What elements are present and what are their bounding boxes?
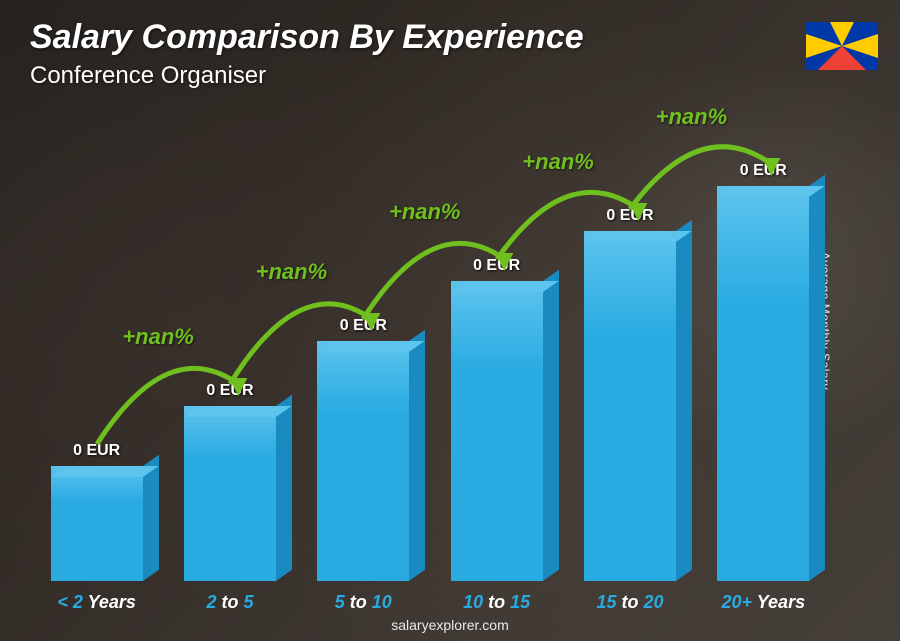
- bar-side: [543, 270, 559, 581]
- bar-top: [584, 231, 692, 242]
- category-label: 15 to 20: [560, 592, 700, 613]
- bar: [717, 186, 809, 581]
- footer-credit: salaryexplorer.com: [0, 617, 900, 633]
- chart-subtitle: Conference Organiser: [30, 62, 266, 90]
- bar-group: 0 EUR20+ Years: [697, 110, 830, 581]
- bar-value-label: 0 EUR: [340, 317, 387, 335]
- delta-label: +nan%: [389, 199, 461, 225]
- bar: [317, 341, 409, 581]
- category-label: 2 to 5: [160, 592, 300, 613]
- bar-side: [409, 330, 425, 581]
- bar-top: [184, 406, 292, 417]
- bar-face: [584, 231, 676, 581]
- bar: [584, 231, 676, 581]
- bar-value-label: 0 EUR: [606, 207, 653, 225]
- bar-group: 0 EUR15 to 20: [563, 110, 696, 581]
- flag-icon: [806, 22, 878, 70]
- delta-label: +nan%: [522, 149, 594, 175]
- bar-side: [809, 175, 825, 581]
- bar-value-label: 0 EUR: [740, 162, 787, 180]
- bar-side: [676, 220, 692, 581]
- bar-top: [51, 466, 159, 477]
- category-label: 20+ Years: [693, 592, 833, 613]
- chart-container: Salary Comparison By Experience Conferen…: [0, 0, 900, 641]
- delta-label: +nan%: [656, 104, 728, 130]
- bar-side: [276, 395, 292, 581]
- bar-group: 0 EUR10 to 15: [430, 110, 563, 581]
- bar-value-label: 0 EUR: [73, 442, 120, 460]
- bar-value-label: 0 EUR: [473, 257, 520, 275]
- bar: [451, 281, 543, 581]
- bar-face: [717, 186, 809, 581]
- category-label: < 2 Years: [27, 592, 167, 613]
- bar-value-label: 0 EUR: [206, 382, 253, 400]
- bar-face: [51, 466, 143, 581]
- bar-top: [317, 341, 425, 352]
- bar-face: [184, 406, 276, 581]
- category-label: 5 to 10: [293, 592, 433, 613]
- bar-face: [317, 341, 409, 581]
- bar: [51, 466, 143, 581]
- bar-face: [451, 281, 543, 581]
- bar-top: [717, 186, 825, 197]
- delta-label: +nan%: [256, 259, 328, 285]
- bar-group: 0 EUR5 to 10: [297, 110, 430, 581]
- bar: [184, 406, 276, 581]
- chart-title: Salary Comparison By Experience: [30, 18, 584, 57]
- delta-label: +nan%: [122, 324, 194, 350]
- bar-top: [451, 281, 559, 292]
- category-label: 10 to 15: [427, 592, 567, 613]
